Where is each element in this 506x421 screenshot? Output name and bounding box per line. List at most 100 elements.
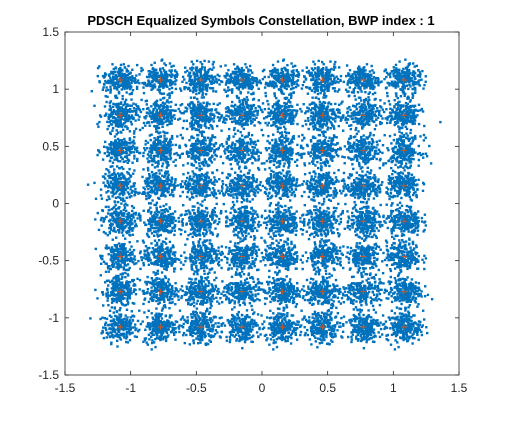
symbol-point [129,78,132,82]
symbol-point [125,120,128,123]
symbol-point [201,153,204,156]
symbol-point [149,72,152,75]
symbol-point [109,218,112,221]
symbol-point [179,89,183,92]
symbol-point [104,326,107,330]
symbol-point [154,290,157,293]
symbol-point [208,188,212,191]
symbol-point [127,331,130,334]
symbol-point [119,153,122,156]
symbol-point [204,276,207,280]
symbol-point [217,146,220,150]
symbol-point [122,293,125,296]
symbol-point [145,185,148,188]
symbol-point [99,218,103,222]
symbol-point [179,214,182,217]
symbol-point [195,181,198,184]
symbol-point [119,315,123,318]
symbol-point [126,297,129,300]
symbol-point [124,293,127,296]
symbol-point [136,157,139,161]
symbol-point [108,314,112,317]
symbol-point [166,162,169,166]
symbol-point [139,250,142,253]
symbol-point [181,180,184,183]
symbol-point [204,160,208,163]
symbol-point [126,108,130,112]
symbol-point [121,157,124,161]
symbol-point [160,228,163,231]
symbol-point [196,137,199,140]
symbol-point [192,339,195,342]
symbol-point [161,240,165,243]
symbol-point [154,183,157,187]
symbol-point [190,221,193,224]
symbol-point [206,154,209,157]
symbol-point [152,73,155,76]
symbol-point [168,81,172,85]
symbol-point [131,144,135,147]
symbol-point [204,216,207,219]
symbol-point [112,217,116,221]
symbol-point [151,223,154,227]
symbol-point [160,264,163,268]
symbol-point [156,255,159,259]
symbol-point [124,180,127,184]
symbol-point [173,109,177,112]
symbol-point [205,342,208,345]
symbol-point [125,85,129,88]
symbol-point [198,165,201,168]
symbol-point [114,218,117,221]
symbol-point [135,150,138,153]
symbol-point [198,261,201,265]
symbol-point [102,217,105,220]
symbol-point [141,320,144,323]
symbol-point [171,285,174,288]
symbol-point [126,302,130,306]
symbol-point [150,182,154,185]
symbol-point [138,288,141,291]
symbol-point [150,71,153,74]
symbol-point [144,139,148,143]
symbol-point [170,114,173,117]
symbol-point [112,288,115,291]
symbol-point [136,79,140,82]
symbol-point [114,276,118,279]
symbol-point [148,220,152,223]
symbol-point [155,321,159,324]
symbol-point [163,96,166,100]
symbol-point [124,81,128,85]
symbol-point [125,264,128,267]
symbol-point [165,331,169,334]
symbol-point [196,215,199,218]
symbol-point [123,87,126,91]
symbol-point [189,258,193,261]
symbol-point [166,157,170,160]
symbol-point [198,106,201,109]
symbol-point [135,327,138,330]
symbol-point [133,302,136,305]
symbol-point [166,131,169,135]
symbol-point [156,263,160,266]
symbol-point [161,107,165,110]
symbol-point [147,325,150,328]
symbol-point [146,258,150,262]
symbol-point [174,87,178,91]
symbol-point [168,96,171,99]
symbol-point [164,156,167,159]
symbol-point [133,148,137,151]
symbol-point [148,174,151,178]
symbol-point [175,151,178,155]
symbol-point [170,287,173,291]
symbol-point [195,250,198,253]
symbol-point [209,113,212,116]
symbol-point [122,268,125,271]
symbol-point [128,333,131,336]
symbol-point [185,257,188,260]
symbol-point [110,141,113,144]
symbol-point [120,156,123,159]
symbol-point [201,258,204,262]
symbol-point [204,283,207,286]
symbol-point [208,268,211,271]
symbol-point [152,341,156,344]
